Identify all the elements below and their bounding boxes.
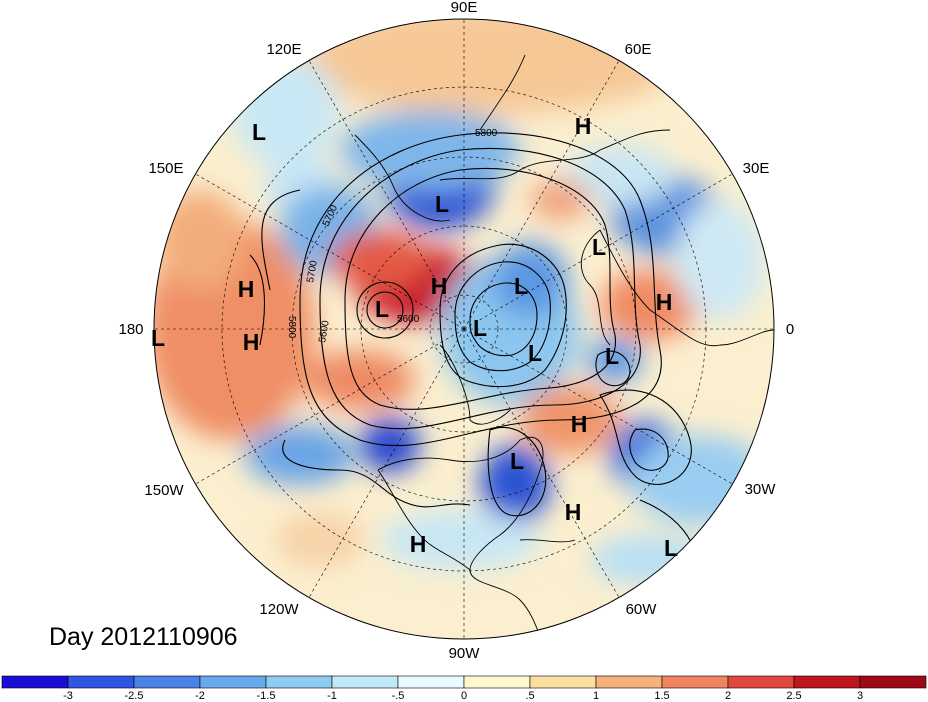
lon-label-0: 0 (786, 321, 794, 338)
colorbar-tick-label: .5 (525, 690, 534, 702)
colorbar-swatch (133, 675, 201, 689)
colorbar-swatch (397, 675, 465, 689)
colorbar-tick-label: 1 (593, 690, 599, 702)
colorbar-tick-label: 2.5 (786, 690, 801, 702)
colorbar (1, 675, 927, 689)
colorbar-tick-label: -2 (195, 690, 205, 702)
pressure-center-high: H (656, 289, 673, 315)
colorbar-swatch (67, 675, 135, 689)
colorbar-swatch (331, 675, 399, 689)
contour-label: 5800 (286, 316, 297, 339)
meridian-line (463, 328, 733, 485)
pressure-center-low: L (375, 296, 389, 322)
meridian-line (463, 328, 620, 598)
pressure-centers: L H L L H H L H L L L H L L L H H L H L … (151, 113, 678, 561)
pressure-center-high: H (431, 273, 448, 299)
lon-label-60w: 60W (626, 601, 658, 618)
pressure-center-low: L (252, 119, 266, 145)
meridian-lines (154, 19, 774, 639)
pressure-center-high: H (571, 411, 588, 437)
colorbar-tick-label: -2.5 (125, 690, 144, 702)
meridian-line (308, 328, 465, 598)
colorbar-swatch (793, 675, 861, 689)
colorbar-swatch (661, 675, 729, 689)
pressure-center-high: H (243, 329, 260, 355)
lon-label-30w: 30W (745, 481, 777, 498)
height-contours (249, 132, 699, 601)
lon-label-150e: 150E (148, 160, 183, 177)
colorbar-swatch (595, 675, 663, 689)
meridian-line (195, 328, 465, 485)
lon-label-90e: 90E (451, 0, 478, 16)
lon-label-120e: 120E (266, 41, 301, 58)
lon-label-90w: 90W (449, 645, 481, 662)
lon-label-150w: 150W (144, 482, 184, 499)
colorbar-swatch (859, 675, 927, 689)
lon-label-30e: 30E (743, 160, 770, 177)
meridian-line (308, 60, 465, 330)
map-border (153, 18, 775, 640)
contour-labels: 5800 5700 5700 5600 5800 5600 (286, 128, 498, 344)
meridian-line (195, 173, 465, 330)
longitude-labels: 90E 60E 30E 0 30W 60W 90W 120W 150W 180 … (118, 0, 794, 662)
colorbar-tick-label: -1 (327, 690, 337, 702)
colorbar-swatch (1, 675, 69, 689)
pressure-center-low: L (514, 273, 528, 299)
meridian-line (463, 60, 620, 330)
colorbar-tick-label: -1.5 (257, 690, 276, 702)
contour-label: 5600 (397, 314, 420, 325)
map-title: Day 2012110906 (49, 623, 238, 651)
colorbar-swatch (265, 675, 333, 689)
contour-label: 5800 (475, 128, 498, 139)
pressure-center-low: L (510, 448, 524, 474)
colorbar-tick-label: -.5 (392, 690, 405, 702)
pressure-center-high: H (410, 531, 427, 557)
colorbar-swatch (727, 675, 795, 689)
contour-label: 5600 (317, 319, 332, 343)
anomaly-field (154, 19, 774, 639)
pressure-center-low: L (151, 325, 165, 351)
meridian-line (463, 173, 733, 330)
pressure-center-low: L (664, 535, 678, 561)
lon-label-60e: 60E (625, 41, 652, 58)
contour-label: 5700 (305, 259, 320, 283)
pressure-center-high: H (565, 499, 582, 525)
colorbar-tick-label: 2 (725, 690, 731, 702)
colorbar-swatch (529, 675, 597, 689)
pressure-center-high: H (238, 276, 255, 302)
pressure-center-low: L (592, 234, 606, 260)
colorbar-tick-label: 1.5 (654, 690, 669, 702)
colorbar-tick-label: 0 (461, 690, 467, 702)
colorbar-tick-labels: -3 -2.5 -2 -1.5 -1 -.5 0 .5 1 1.5 2 2.5 3 (63, 690, 863, 702)
colorbar-tick-label: 3 (857, 690, 863, 702)
pressure-center-high: H (575, 113, 592, 139)
pressure-center-low: L (435, 191, 449, 217)
pressure-center-low: L (528, 340, 542, 366)
colorbar-swatch (199, 675, 267, 689)
colorbar-tick-label: -3 (63, 690, 73, 702)
pressure-center-low: L (473, 315, 487, 341)
pressure-center-low: L (605, 343, 619, 369)
colorbar-swatch (463, 675, 531, 689)
lon-label-180: 180 (118, 321, 143, 338)
lon-label-120w: 120W (259, 601, 299, 618)
